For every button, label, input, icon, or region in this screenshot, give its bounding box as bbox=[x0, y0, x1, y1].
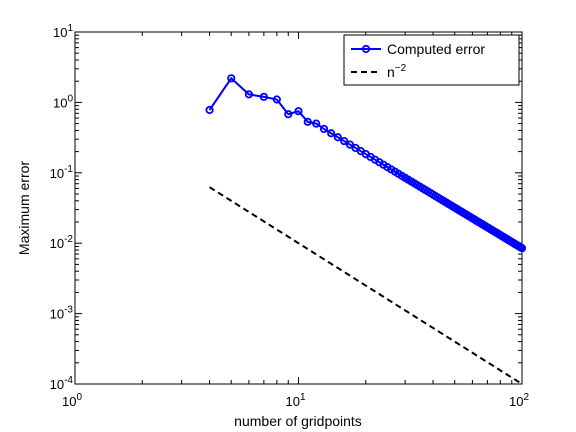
data-point bbox=[294, 107, 303, 116]
series-n2-line bbox=[209, 186, 523, 385]
series-layer bbox=[205, 74, 527, 385]
legend-n2-label: n−2 bbox=[387, 63, 407, 80]
data-point bbox=[333, 133, 342, 142]
data-point bbox=[259, 92, 268, 101]
data-point bbox=[517, 244, 527, 253]
y-tick-label: 10-4 bbox=[50, 375, 74, 392]
x-tick-labels: 100 101 102 bbox=[62, 392, 529, 409]
axis-ticks bbox=[74, 32, 522, 385]
legend-computed-marker bbox=[361, 44, 371, 54]
x-tick-label: 100 bbox=[62, 392, 82, 409]
x-axis-label: number of gridpoints bbox=[234, 413, 362, 429]
data-point bbox=[340, 136, 349, 146]
legend-box bbox=[343, 34, 520, 86]
y-tick-labels: 10-4 10-3 10-2 10-1 100 101 bbox=[50, 23, 74, 392]
x-tick-label: 102 bbox=[509, 392, 529, 409]
data-point bbox=[327, 129, 336, 138]
data-point bbox=[312, 119, 321, 128]
x-tick-label: 101 bbox=[285, 392, 305, 409]
y-tick-label: 10-1 bbox=[50, 164, 74, 181]
y-axis-label: Maximum error bbox=[16, 161, 32, 255]
plot-area bbox=[74, 31, 523, 385]
legend: Computed error n−2 bbox=[343, 34, 520, 86]
data-point bbox=[227, 74, 236, 83]
data-point bbox=[205, 105, 214, 115]
data-point bbox=[244, 90, 254, 99]
data-point bbox=[303, 117, 312, 126]
legend-computed-label: Computed error bbox=[387, 41, 485, 57]
y-tick-label: 10-2 bbox=[50, 234, 74, 251]
data-point bbox=[284, 110, 293, 119]
data-point bbox=[272, 95, 281, 104]
y-tick-label: 101 bbox=[53, 23, 73, 40]
y-tick-label: 10-3 bbox=[50, 305, 74, 322]
y-tick-label: 100 bbox=[53, 93, 73, 110]
data-point bbox=[319, 124, 329, 134]
